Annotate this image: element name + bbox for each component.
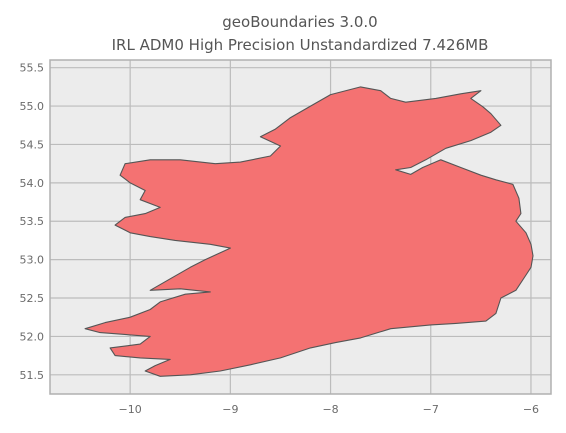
- x-tick-label: −7: [423, 403, 439, 416]
- y-tick-label: 54.0: [20, 177, 45, 190]
- plot-frame: [49, 59, 552, 395]
- y-tick-label: 53.0: [20, 254, 45, 267]
- y-tick-label: 55.0: [20, 100, 45, 113]
- y-tick-label: 52.5: [20, 292, 45, 305]
- chart-title: geoBoundaries 3.0.0: [222, 13, 377, 31]
- y-tick-label: 53.5: [20, 215, 45, 228]
- x-tick-label: −6: [523, 403, 539, 416]
- chart-subtitle: IRL ADM0 High Precision Unstandardized 7…: [112, 36, 489, 54]
- y-tick-label: 52.0: [20, 330, 45, 343]
- x-tick-label: −8: [322, 403, 338, 416]
- axis-ticks: −10 −9 −8 −7 −6 51.5 52.0 52.5 53.0 53.5 54.0 54.5 5…: [20, 62, 540, 416]
- y-tick-label: 54.5: [20, 138, 45, 151]
- y-tick-label: 51.5: [20, 369, 45, 382]
- x-tick-label: −10: [119, 403, 142, 416]
- x-tick-label: −9: [222, 403, 238, 416]
- y-tick-label: 55.5: [20, 62, 45, 75]
- ireland-landmass: [84, 86, 534, 377]
